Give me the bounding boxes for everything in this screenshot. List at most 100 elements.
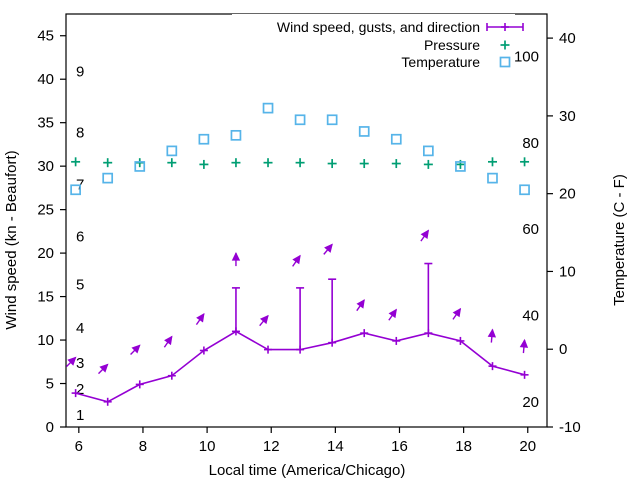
y-tick-label: 5 [46, 376, 54, 393]
wind-direction-arrow [323, 243, 333, 255]
fahrenheit-label: 20 [522, 394, 539, 411]
beaufort-label: 8 [76, 124, 84, 141]
pressure-point [423, 159, 433, 169]
wind-direction-arrow [519, 338, 529, 354]
beaufort-label: 9 [76, 64, 84, 81]
pressure-point [231, 158, 241, 168]
x-axis-title: Local time (America/Chicago) [209, 462, 406, 479]
pressure-point [487, 157, 497, 167]
wind-direction-arrow [259, 314, 269, 327]
temperature-point [326, 114, 338, 126]
plot-frame [65, 13, 548, 428]
y-tick-label: 20 [37, 245, 54, 262]
temperature-point [487, 172, 498, 184]
y-tick-label: 45 [37, 28, 54, 45]
wind-direction-arrow [97, 363, 109, 375]
temperature-point [294, 114, 306, 126]
legend-label-1: Pressure [424, 37, 480, 53]
y2-tick-label: 40 [559, 30, 576, 47]
beaufort-label: 4 [76, 320, 84, 337]
legend-key-0 [486, 23, 524, 31]
y2-tick-label: -10 [559, 419, 581, 436]
wind-direction-arrow [420, 229, 430, 242]
temperature-point [166, 145, 178, 157]
wind-speed-point [71, 389, 80, 398]
temperature-point [198, 133, 210, 145]
pressure-point [295, 158, 305, 168]
gust-bar [328, 278, 337, 343]
y-tick-label: 25 [37, 202, 54, 219]
pressure-point [359, 159, 369, 169]
wind-direction-arrow [195, 313, 205, 326]
y-tick-label: 40 [37, 71, 54, 88]
x-tick-label: 6 [75, 438, 83, 455]
legend-label-0: Wind speed, gusts, and direction [277, 19, 480, 35]
temperature-point [134, 161, 146, 172]
y-tick-label: 0 [46, 419, 54, 436]
y2-tick-label: 20 [559, 186, 576, 203]
x-tick-label: 18 [455, 438, 472, 455]
x-tick-label: 10 [199, 438, 216, 455]
x-tick-label: 16 [391, 438, 408, 455]
y-tick-label: 35 [37, 115, 54, 132]
y-tick-label: 10 [37, 332, 54, 349]
wind-speed-point [456, 336, 465, 345]
pressure-point [167, 158, 177, 168]
x-tick-label: 8 [139, 438, 147, 455]
wind-speed-point [167, 371, 176, 380]
x-tick-label: 14 [327, 438, 344, 455]
wind-speed-point [520, 370, 529, 379]
y-axis-title: Wind speed (kn - Beaufort) [3, 150, 20, 329]
gust-bar [231, 287, 240, 332]
gust-bar [424, 262, 433, 334]
y2-tick-label: 0 [559, 341, 567, 358]
wind-direction-arrow [65, 356, 77, 368]
fahrenheit-label: 80 [522, 135, 539, 152]
fahrenheit-label: 40 [522, 308, 539, 325]
pressure-point [71, 157, 81, 167]
legend-key-2 [499, 56, 511, 68]
pressure-point [199, 159, 209, 169]
wind-speed-point [103, 397, 112, 406]
temperature-point [423, 145, 434, 157]
wind-direction-arrow [388, 308, 397, 321]
fahrenheit-label: 60 [522, 221, 539, 238]
legend-label-2: Temperature [401, 54, 480, 70]
temperature-point [390, 133, 402, 145]
x-tick-label: 12 [263, 438, 280, 455]
pressure-point [103, 158, 113, 168]
fahrenheit-label: 100 [514, 48, 539, 65]
temperature-point [455, 161, 466, 172]
temperature-point [519, 184, 530, 196]
temperature-point [262, 102, 274, 114]
wind-direction-arrow [231, 251, 241, 267]
pressure-point [520, 157, 530, 167]
wind-direction-arrow [292, 254, 301, 267]
pressure-point [263, 158, 273, 168]
temperature-point [230, 129, 242, 141]
y-tick-label: 30 [37, 158, 54, 175]
wind-speed-point [392, 336, 401, 345]
temperature-point [102, 172, 114, 184]
temperature-point [70, 184, 81, 196]
pressure-point [391, 159, 401, 169]
wind-direction-arrow [452, 307, 462, 320]
x-tick-label: 20 [519, 438, 536, 455]
wind-speed-point [264, 345, 273, 354]
wind-direction-arrow [130, 344, 141, 355]
beaufort-label: 3 [76, 355, 84, 372]
wind-direction-arrow [356, 299, 365, 312]
y2-axis-title: Temperature (C - F) [611, 174, 628, 306]
wind-speed-point [488, 362, 497, 371]
beaufort-label: 1 [76, 407, 84, 424]
temperature-point [358, 126, 370, 137]
y2-tick-label: 10 [559, 263, 576, 280]
y-tick-label: 15 [37, 289, 54, 306]
wind-speed-point [360, 329, 369, 338]
beaufort-label: 2 [76, 381, 84, 398]
gust-bar [296, 287, 305, 350]
beaufort-label: 6 [76, 229, 84, 246]
y2-tick-label: 30 [559, 108, 576, 125]
